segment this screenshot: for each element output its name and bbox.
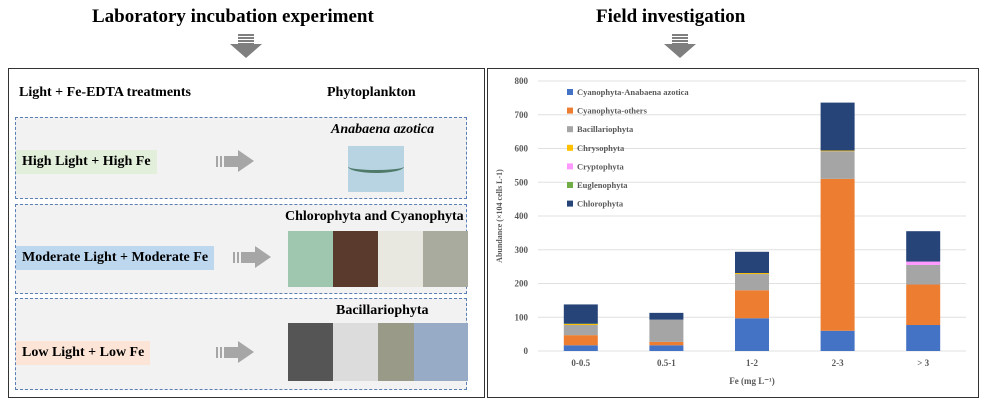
y-tick-label: 400 xyxy=(515,211,529,221)
x-tick-label: 2-3 xyxy=(832,358,844,368)
bar-segment xyxy=(563,345,598,351)
treatment-label: Low Light + Low Fe xyxy=(16,341,151,365)
legend-label: Cyanophyta-others xyxy=(577,106,648,116)
left-title: Laboratory incubation experiment xyxy=(92,6,374,27)
bar-segment xyxy=(820,102,855,151)
treatment-row-moderate: Moderate Light + Moderate Fe Chlorophyta… xyxy=(15,204,468,294)
x-axis-label: Fe (mg L⁻¹) xyxy=(729,376,774,386)
legend-label: Chlorophyta xyxy=(577,199,624,209)
bar-segment xyxy=(820,330,855,351)
bar-segment xyxy=(563,324,598,326)
bar-segment xyxy=(649,319,684,342)
col-treatments-header: Light + Fe-EDTA treatments xyxy=(19,85,191,100)
bar-segment xyxy=(735,273,769,275)
chlorophyta-cyanophyta-images xyxy=(288,231,468,287)
bar-segment xyxy=(649,341,684,346)
bar-segment xyxy=(735,251,769,274)
y-tick-label: 200 xyxy=(515,279,529,289)
bar-segment xyxy=(906,325,941,351)
bar-segment xyxy=(649,345,684,351)
legend-label: Chrysophyta xyxy=(577,143,625,153)
bar-segment xyxy=(906,231,941,262)
legend-label: Bacillariophyta xyxy=(577,124,634,134)
bar-segment xyxy=(820,151,855,179)
right-arrow-icon xyxy=(216,341,254,363)
col-phytoplankton-header: Phytoplankton xyxy=(327,85,416,100)
bar-segment xyxy=(563,325,598,336)
down-arrow-icon xyxy=(664,34,696,58)
legend-label: Euglenophyta xyxy=(577,180,628,190)
bar-segment xyxy=(735,290,769,319)
bar-segment xyxy=(563,335,598,346)
y-tick-label: 0 xyxy=(524,346,529,356)
legend-swatch xyxy=(567,182,573,188)
result-label: Anabaena azotica xyxy=(331,122,435,137)
bar-segment xyxy=(649,312,684,320)
treatment-label: High Light + High Fe xyxy=(16,150,157,174)
treatment-label: Moderate Light + Moderate Fe xyxy=(16,246,215,270)
bar-segment xyxy=(906,261,941,265)
y-axis-label: Abundance (×104 cells L-1) xyxy=(495,169,504,263)
y-tick-label: 700 xyxy=(515,110,529,120)
treatment-row-high: High Light + High Fe Anabaena azotica xyxy=(15,117,467,199)
x-tick-label: 0.5-1 xyxy=(657,358,676,368)
y-tick-label: 500 xyxy=(515,177,529,187)
y-tick-label: 300 xyxy=(515,245,529,255)
right-arrow-icon xyxy=(216,150,254,172)
legend-swatch xyxy=(567,126,573,133)
bar-segment xyxy=(563,304,598,324)
result-label: Chlorophyta and Cyanophyta xyxy=(285,209,464,224)
legend-swatch xyxy=(567,107,573,114)
legend-swatch xyxy=(567,144,573,151)
anabaena-image xyxy=(348,146,404,192)
legend-swatch xyxy=(567,163,573,170)
x-tick-label: 1-2 xyxy=(746,358,758,368)
x-tick-label: 0-0.5 xyxy=(571,358,590,368)
bar-segment xyxy=(820,150,855,152)
legend-label: Cyanophyta-Anabaena azotica xyxy=(577,87,689,97)
y-tick-label: 100 xyxy=(515,312,529,322)
bar-segment xyxy=(906,264,941,285)
y-tick-label: 600 xyxy=(515,144,529,154)
result-label: Bacillariophyta xyxy=(336,303,429,318)
right-title: Field investigation xyxy=(596,6,746,27)
legend-swatch xyxy=(567,89,573,95)
bar-segment xyxy=(735,274,769,291)
bar-segment xyxy=(735,318,769,351)
stacked-bar-chart: 0 100 200 300 400 500 600 700 800 0-0.5 0.5-1 1-2 2-… xyxy=(495,76,966,386)
right-arrow-icon xyxy=(233,246,271,268)
field-chart-panel: 0 100 200 300 400 500 600 700 800 0-0.5 0.5-1 1-2 2-… xyxy=(487,68,979,398)
bar-segment xyxy=(906,284,941,326)
bacillariophyta-images xyxy=(288,323,468,381)
x-tick-label: > 3 xyxy=(917,358,929,368)
down-arrow-icon xyxy=(230,34,262,58)
legend-swatch xyxy=(567,200,573,207)
y-tick-label: 800 xyxy=(515,76,529,86)
legend-label: Cryptophyta xyxy=(577,161,625,171)
treatment-row-low: Low Light + Low Fe Bacillariophyta xyxy=(15,298,468,390)
bar-segment xyxy=(820,178,855,331)
